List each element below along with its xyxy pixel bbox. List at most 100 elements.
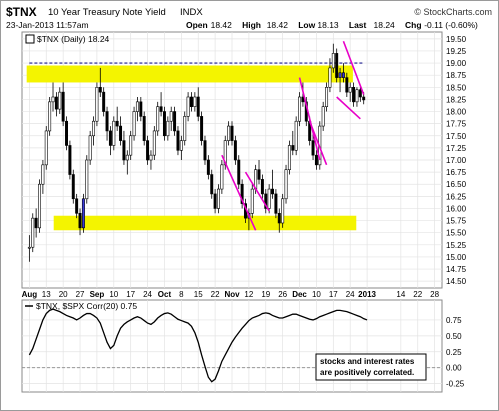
candlestick-series	[27, 43, 366, 262]
candle-body	[281, 198, 285, 224]
stat-value: 18.13	[317, 20, 339, 30]
candle-body	[203, 140, 207, 161]
candle-body	[328, 67, 332, 88]
candle-body	[335, 53, 339, 78]
candle-body	[75, 198, 79, 214]
candle-body	[71, 174, 75, 200]
correlation-tick-label: 0.50	[446, 332, 462, 341]
correlation-series	[28, 308, 368, 383]
price-tick-label: 19.00	[446, 59, 467, 68]
price-tick-label: 17.50	[446, 132, 467, 141]
candle-body	[38, 183, 41, 229]
candle-body	[325, 87, 329, 107]
candle-body	[132, 111, 136, 137]
candle-body	[152, 130, 156, 156]
date-tick-label: 8	[179, 290, 184, 299]
date-tick-label: 27	[76, 290, 85, 299]
candle-body	[355, 89, 359, 103]
candle-body	[298, 96, 302, 122]
candle-body	[108, 130, 112, 146]
date-tick-label: 15	[194, 290, 203, 299]
candle-body	[85, 159, 89, 200]
stat-label: Low	[298, 20, 315, 30]
correlation-legend-label: $TNX, $SPX Corr(20) 0.75	[36, 301, 137, 311]
date-tick-label: 24	[346, 290, 355, 299]
candle-body	[227, 125, 231, 141]
price-tick-label: 17.00	[446, 156, 467, 165]
correlation-tick-label: -0.25	[446, 380, 465, 389]
candle-body	[162, 111, 166, 137]
stat-value: 18.42	[267, 20, 289, 30]
date-axis: Aug 13 20 27 Sep 10 17 24 Oct 8 15 22 Nov 12 19 26 Dec 10…	[22, 290, 440, 299]
candle-body	[51, 96, 55, 103]
candle-body	[41, 164, 45, 185]
candle-body	[311, 140, 315, 156]
candle-body	[217, 188, 220, 209]
yellow-zone	[53, 215, 357, 231]
annotation-box: stocks and interest rates are positively…	[315, 353, 427, 381]
candle-body	[173, 111, 177, 132]
price-tick-label: 14.50	[446, 277, 467, 286]
chart-header: $TNX 10 Year Treasury Note Yield INDX © …	[6, 5, 492, 30]
price-tick-label: 16.00	[446, 204, 467, 213]
candle-body	[362, 96, 366, 101]
candle-body	[230, 125, 234, 141]
candle-body	[129, 135, 133, 156]
correlation-tick-label: 0.25	[446, 348, 462, 357]
trend-line	[244, 171, 270, 212]
candle-body	[274, 193, 278, 214]
candle-body	[284, 169, 288, 200]
price-tick-label: 14.75	[446, 265, 467, 274]
candle-body	[119, 125, 123, 141]
candle-body	[149, 154, 153, 161]
candle-body	[210, 174, 214, 195]
date-tick-label: 14	[396, 290, 405, 299]
stat-label: Last	[349, 20, 367, 30]
candle-body	[102, 91, 106, 112]
candle-body	[88, 135, 92, 161]
correlation-legend: $TNX, $SPX Corr(20) 0.75	[25, 301, 137, 311]
date-tick-label: 10	[109, 290, 118, 299]
candle-body	[331, 53, 335, 69]
annotation-box-border	[315, 353, 427, 381]
candle-body	[264, 193, 268, 209]
candle-body	[31, 217, 35, 248]
trend-line	[342, 40, 365, 95]
date-tick-label: 20	[59, 290, 68, 299]
candle-body	[142, 116, 146, 141]
candle-body	[271, 188, 275, 195]
correlation-line	[28, 308, 368, 383]
price-tick-label: 15.75	[446, 217, 467, 226]
candle-body	[348, 87, 352, 93]
candle-body	[169, 111, 173, 122]
timestamp-label: 23-Jan-2013 11:57am	[6, 20, 89, 30]
candle-body	[196, 96, 200, 117]
candle-body	[34, 217, 38, 229]
date-tick-label: Sep	[90, 290, 105, 299]
date-tick-label: 13	[42, 290, 51, 299]
date-tick-label: 2013	[358, 290, 376, 299]
stat-value: -0.11 (-0.60%)	[424, 20, 478, 30]
trend-line	[298, 77, 321, 161]
price-tick-label: 18.75	[446, 71, 467, 80]
candle-body	[139, 101, 143, 117]
candle-body	[345, 77, 349, 93]
candle-body	[200, 116, 204, 141]
date-tick-label: 24	[143, 290, 152, 299]
candle-body	[58, 91, 62, 110]
stat-value: 18.24	[374, 20, 396, 30]
candle-body	[98, 87, 102, 93]
candle-body	[223, 140, 227, 166]
correlation-axis-labels: -0.25 0.00 0.25 0.50 0.75	[446, 316, 465, 389]
candle-body	[291, 145, 295, 151]
candle-body	[233, 140, 237, 161]
date-tick-label: 22	[211, 290, 220, 299]
candle-body	[341, 72, 345, 78]
stat-label: Open	[186, 20, 208, 30]
price-tick-label: 19.50	[446, 35, 467, 44]
candle-body	[189, 96, 193, 107]
trend-line	[308, 120, 328, 166]
price-tick-label: 19.25	[446, 47, 467, 56]
candle-body	[321, 106, 325, 127]
